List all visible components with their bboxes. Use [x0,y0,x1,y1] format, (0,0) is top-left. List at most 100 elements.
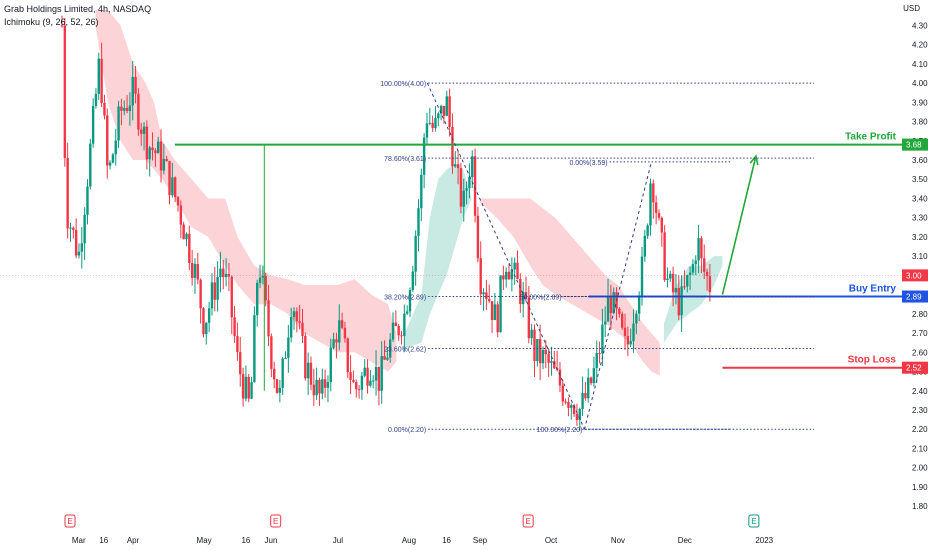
candle-body [100,58,103,103]
candle-body [196,263,200,280]
x-tick-label: Jul [333,536,343,545]
x-tick-label: Dec [678,536,692,545]
x-tick-label: Mar [72,536,86,545]
candle-body [103,102,106,116]
chart-title: Grab Holdings Limited, 4h, NASDAQ [4,4,152,14]
forecast-arrow-head [749,154,759,166]
candle-body [414,235,417,272]
candle-body [205,322,208,335]
indicator-label: Ichimoku (9, 26, 52, 26) [4,17,99,27]
candle-body [578,408,581,421]
y-tick-label: 3.30 [912,214,928,223]
candle-body [705,271,709,277]
candle-body [128,105,132,111]
candle-body [513,262,516,270]
fib-trend-line [584,161,652,430]
candle-body [335,339,338,343]
level-badge [902,361,928,374]
candle-body [97,58,100,94]
candle-body [581,393,584,409]
candle-body [524,291,528,298]
candle-body [380,356,383,391]
candle-body [69,227,72,229]
level-badge [902,290,928,303]
candle-body [94,93,98,106]
candle-body [86,186,89,215]
candle-body [420,174,423,209]
level-value: 2.89 [906,293,922,302]
x-tick-label: 2023 [755,536,773,545]
candle-body [267,300,270,337]
candle-body [694,260,697,265]
candle-body [604,321,607,325]
x-tick-label: 16 [99,536,108,545]
y-tick-label: 1.80 [912,502,928,511]
candle-body [284,358,287,360]
level-badge [902,138,928,151]
candle-body [493,304,497,321]
candle-body [256,282,259,316]
candle-body [666,278,669,280]
fib-label: 100.00%(2.20) [537,427,583,434]
x-tick-label: Aug [402,536,416,545]
candle-body [572,405,576,415]
fib-label: 23.60%(2.62) [384,346,426,353]
candle-body [620,313,624,328]
candle-body [686,275,689,287]
candle-body [558,369,562,386]
candle-body [465,188,468,191]
candle-body [131,76,134,106]
candle-body [612,292,615,314]
candle-body [606,295,610,322]
candle-body [173,177,177,198]
x-tick-label: Jun [265,536,278,545]
x-tick-label: 16 [442,536,451,545]
candle-body [403,313,406,336]
candle-body [587,377,590,399]
candle-body [80,243,84,252]
candle-body [561,385,564,402]
candle-body [66,157,69,229]
candle-body [544,349,548,355]
candle-body [83,214,86,244]
candle-body [609,295,613,314]
candle-body [388,339,392,358]
candle-body [117,106,120,141]
candle-body [411,271,415,291]
earnings-icon-letter: E [751,517,756,526]
candle-body [125,107,129,111]
candle-body [448,96,451,127]
earnings-icon-letter: E [273,517,278,526]
fib-label: 50.00%(2.89) [520,295,562,302]
candle-body [521,291,525,305]
y-tick-label: 4.30 [912,21,928,30]
candle-body [306,362,310,379]
y-tick-label: 2.30 [912,406,928,415]
candle-body [213,282,216,300]
candle-body [236,336,239,353]
candle-body [422,137,426,175]
candle-body [408,290,412,312]
candle-body [346,338,349,373]
candle-body [530,329,533,339]
fib-label: 100.00%(4.00) [380,81,426,88]
currency-label: USD [903,4,920,13]
fib-label: 78.60%(3.61) [384,156,426,163]
y-tick-label: 4.20 [912,41,928,50]
candle-body [156,141,160,154]
candle-body [301,322,304,337]
y-tick-label: 3.60 [912,156,928,165]
level-value: 2.52 [906,364,922,373]
current-price-badge [902,269,928,282]
candle-body [142,126,146,134]
y-tick-label: 3.50 [912,175,928,184]
candle-body [222,268,225,278]
candle-body [360,375,364,390]
candle-body [151,147,154,151]
candle-body [437,113,440,119]
candle-body [207,308,211,323]
candle-body [369,380,372,386]
candle-body [270,336,273,369]
candle-body [190,262,194,278]
